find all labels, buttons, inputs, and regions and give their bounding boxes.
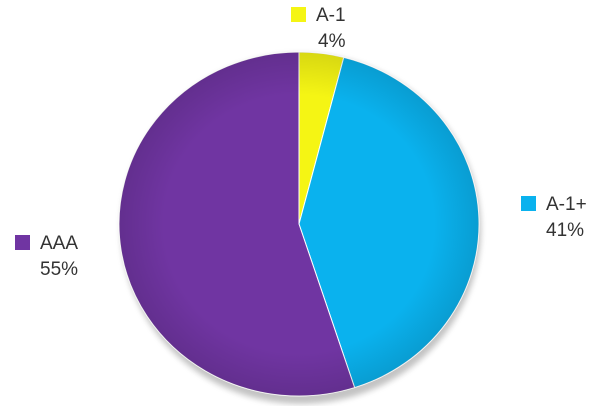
pie-shading bbox=[119, 52, 479, 396]
slice-label-a1plus-value: 41% bbox=[546, 219, 585, 241]
slice-label-aaa-value: 55% bbox=[40, 258, 79, 280]
slice-label-a1plus-name: A-1+ bbox=[546, 194, 587, 215]
swatch-a1plus bbox=[521, 196, 536, 211]
slice-label-a1plus: A-1+ 41% bbox=[521, 192, 587, 243]
swatch-a1 bbox=[291, 7, 306, 22]
slice-label-aaa-name: AAA bbox=[40, 233, 79, 254]
slice-label-aaa: AAA 55% bbox=[15, 231, 78, 282]
slice-label-a1-value: 4% bbox=[318, 30, 346, 52]
swatch-aaa bbox=[15, 235, 30, 250]
slice-label-a1-name: A-1 bbox=[316, 5, 346, 26]
slice-label-a1: A-1 4% bbox=[291, 3, 346, 54]
